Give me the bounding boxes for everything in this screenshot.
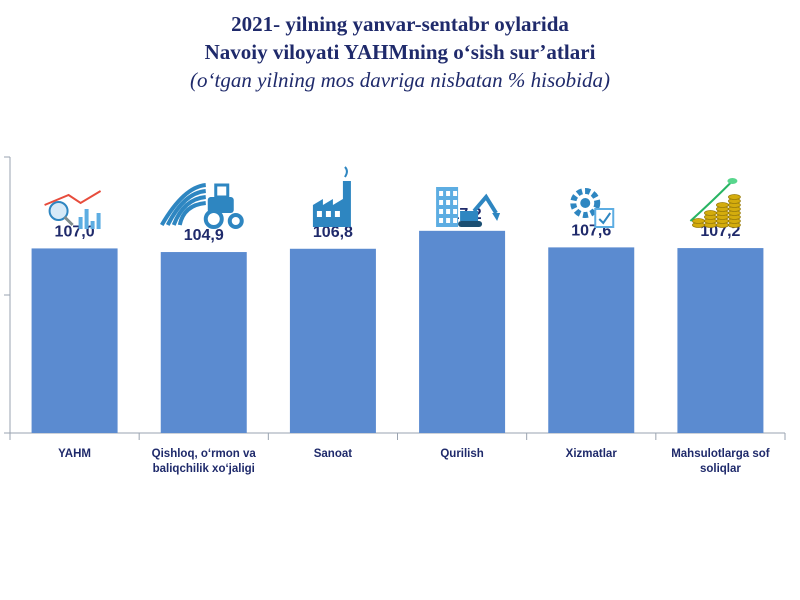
- category-label: Xizmatlar: [566, 448, 618, 460]
- category-label: Mahsulotlarga sof: [671, 448, 770, 460]
- bar: [419, 230, 506, 433]
- bar: [31, 248, 118, 433]
- tractor-field-icon: [160, 183, 244, 229]
- category-label: Sanoat: [314, 448, 353, 460]
- chart-subtitle: (o‘tgan yilning mos davriga nisbatan % h…: [190, 68, 610, 92]
- category-label: YAHM: [58, 448, 91, 460]
- coins-growth-icon: [689, 178, 741, 228]
- bar: [677, 248, 764, 433]
- category-label: Qurilish: [440, 448, 483, 460]
- category-label: baliqchilik xo‘jaligi: [153, 463, 255, 475]
- bar-value-label: 104,9: [184, 227, 224, 244]
- category-label: Qishloq, o‘rmon va: [152, 448, 257, 460]
- bar-value-label: 107,0: [55, 223, 95, 240]
- bar: [548, 247, 635, 433]
- chart-title-line2: Navoiy viloyati YAHMning o‘sish sur’atla…: [204, 40, 596, 64]
- gdp-analytics-icon: [44, 190, 102, 229]
- construction-excavator-icon: [436, 187, 501, 227]
- chart-title-block: 2021- yilning yanvar-sentabr oylarida Na…: [0, 10, 800, 94]
- bar: [160, 252, 247, 433]
- bar-value-label: 106,8: [313, 224, 353, 241]
- category-label: soliqlar: [700, 463, 741, 475]
- chart-title-line1: 2021- yilning yanvar-sentabr oylarida: [231, 12, 569, 36]
- bar: [289, 248, 376, 433]
- factory-icon: [312, 166, 351, 227]
- services-gears-icon: [570, 188, 615, 228]
